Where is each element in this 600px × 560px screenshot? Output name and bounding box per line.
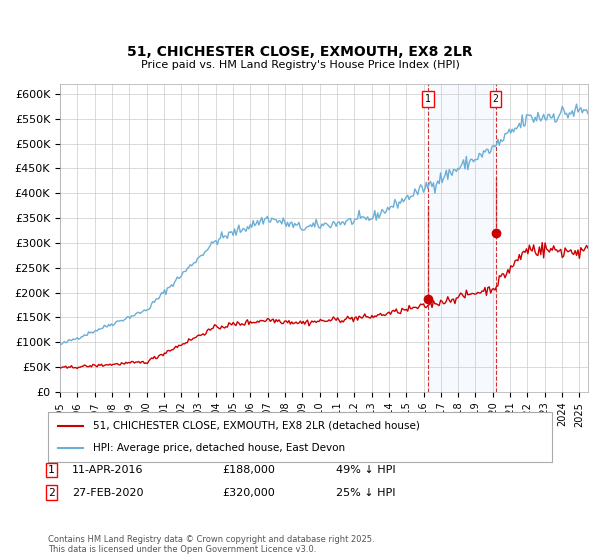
FancyBboxPatch shape	[48, 412, 552, 462]
Text: 2: 2	[493, 94, 499, 104]
Text: HPI: Average price, detached house, East Devon: HPI: Average price, detached house, East…	[94, 443, 346, 453]
Text: £320,000: £320,000	[222, 488, 275, 498]
Text: 51, CHICHESTER CLOSE, EXMOUTH, EX8 2LR: 51, CHICHESTER CLOSE, EXMOUTH, EX8 2LR	[127, 45, 473, 59]
Text: 11-APR-2016: 11-APR-2016	[72, 465, 143, 475]
Text: 25% ↓ HPI: 25% ↓ HPI	[336, 488, 395, 498]
Text: £188,000: £188,000	[222, 465, 275, 475]
Text: Price paid vs. HM Land Registry's House Price Index (HPI): Price paid vs. HM Land Registry's House …	[140, 60, 460, 70]
Text: 49% ↓ HPI: 49% ↓ HPI	[336, 465, 395, 475]
Text: 1: 1	[48, 465, 55, 475]
Text: 1: 1	[425, 94, 431, 104]
Text: 51, CHICHESTER CLOSE, EXMOUTH, EX8 2LR (detached house): 51, CHICHESTER CLOSE, EXMOUTH, EX8 2LR (…	[94, 421, 420, 431]
Text: Contains HM Land Registry data © Crown copyright and database right 2025.
This d: Contains HM Land Registry data © Crown c…	[48, 535, 374, 554]
Text: 27-FEB-2020: 27-FEB-2020	[72, 488, 143, 498]
Bar	[428, 84, 496, 392]
Text: 2: 2	[48, 488, 55, 498]
